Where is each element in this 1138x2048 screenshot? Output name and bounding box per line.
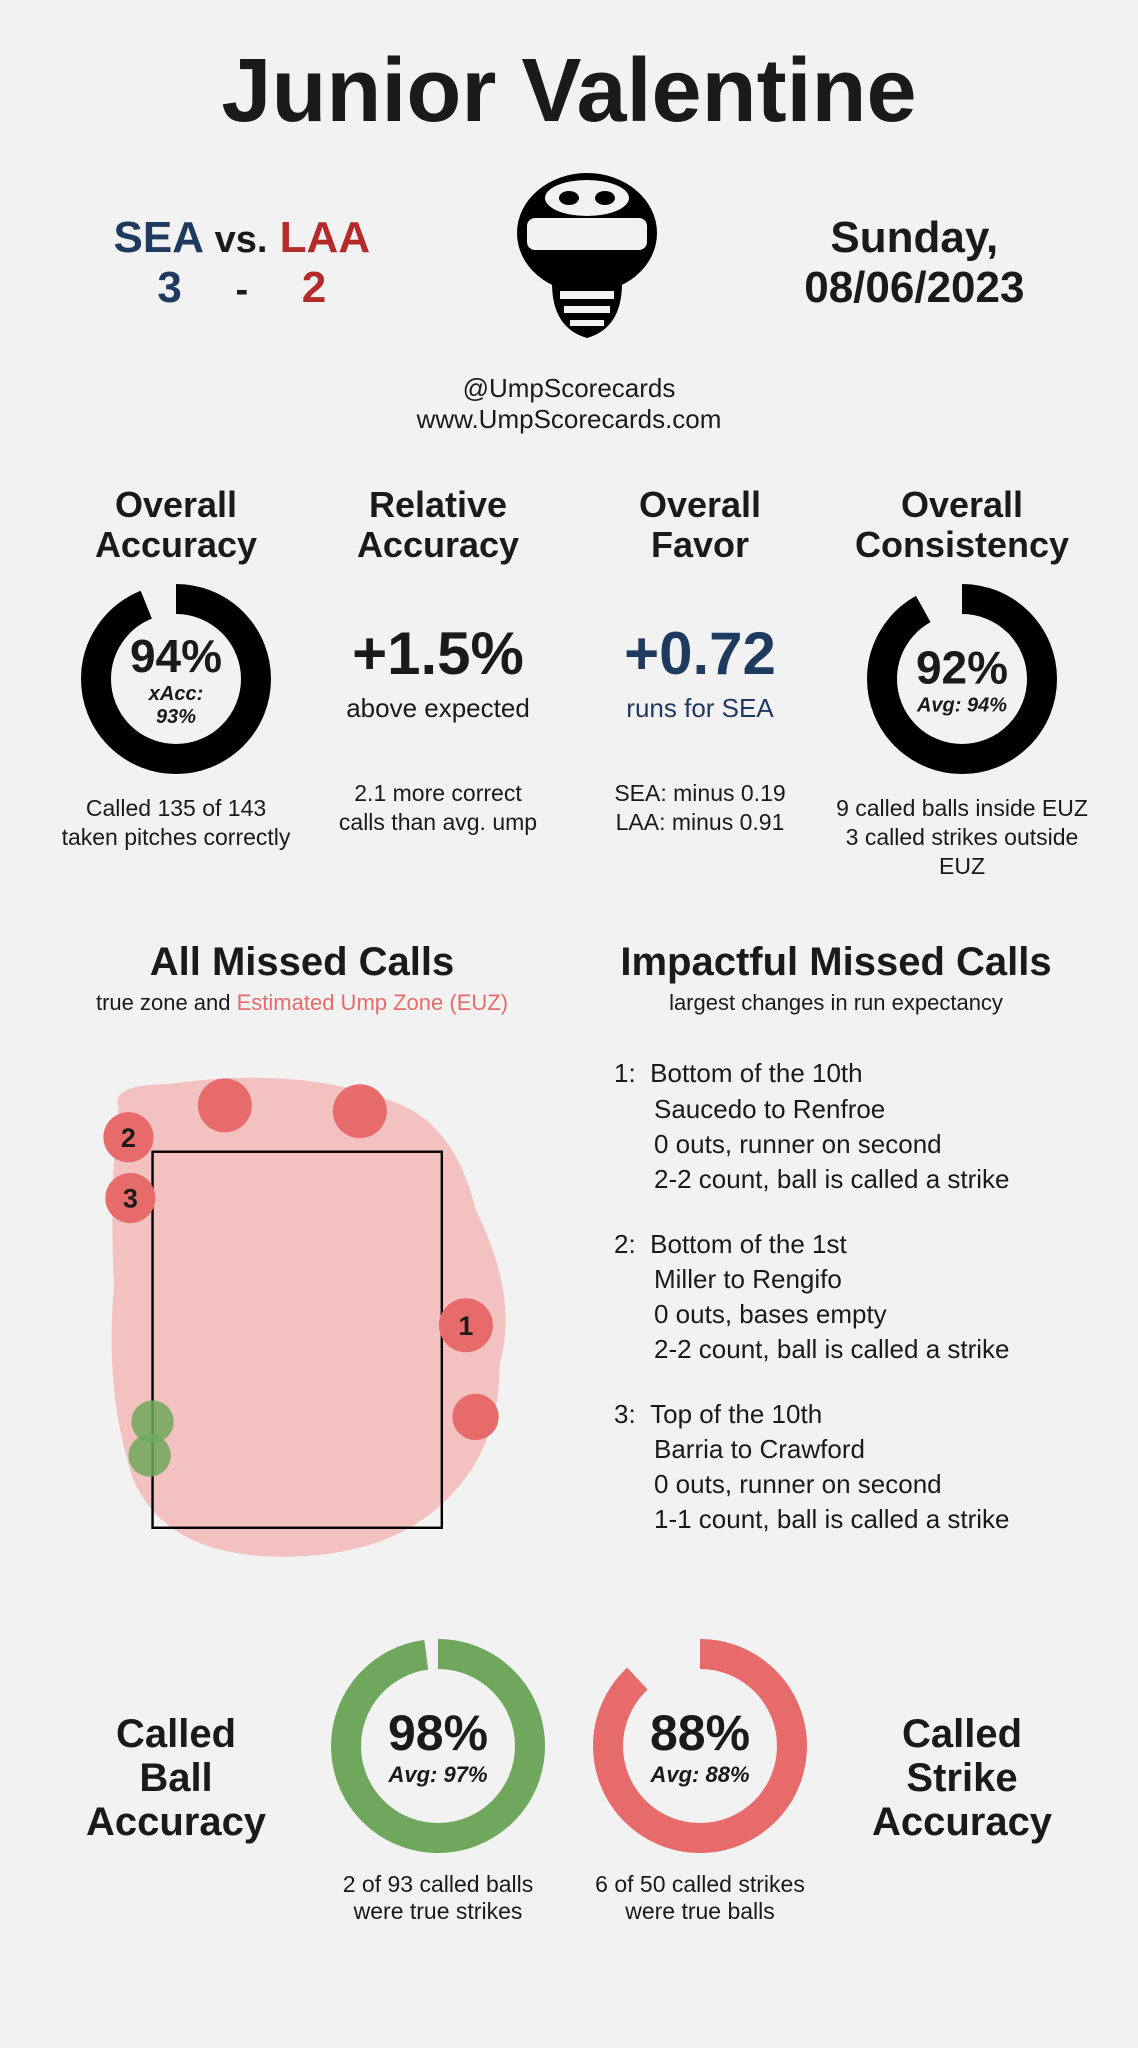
social-handle: @UmpScorecards <box>50 373 1088 404</box>
date-line2: 08/06/2023 <box>804 263 1024 313</box>
stats-grid: Overall Accuracy 94% xAcc: 93% Called 13… <box>50 485 1088 880</box>
impactful-list: 1: Bottom of the 10th Saucedo to Renfroe… <box>584 1036 1088 1537</box>
stat-overall-favor: Overall Favor +0.72 runs for SEA SEA: mi… <box>574 485 826 880</box>
stat-overall-accuracy: Overall Accuracy 94% xAcc: 93% Called 13… <box>50 485 302 880</box>
impactful-item: 3: Top of the 10th Barria to Crawford 0 … <box>614 1397 1088 1537</box>
bottom-row: Called Ball Accuracy 98% Avg: 97% 2 of 9… <box>50 1631 1088 1925</box>
date-line1: Sunday, <box>804 213 1024 263</box>
relative-value: +1.5% <box>312 619 564 688</box>
away-score: 3 <box>140 263 200 313</box>
strike-zone-chart: 1 2 3 <box>50 1036 554 1576</box>
favor-value: +0.72 <box>574 619 826 688</box>
header-row: SEA vs. LAA 3 - 2 Sunday, 08/06/2023 <box>50 163 1088 363</box>
vs-text: vs. <box>215 219 268 261</box>
score-dash: - <box>212 269 272 312</box>
consistency-donut: 92% Avg: 94% <box>862 579 1062 779</box>
impactful-item: 2: Bottom of the 1st Miller to Rengifo 0… <box>614 1227 1088 1367</box>
mid-row: All Missed Calls true zone and Estimated… <box>50 940 1088 1581</box>
missed-calls-panel: All Missed Calls true zone and Estimated… <box>50 940 554 1581</box>
impactful-panel: Impactful Missed Calls largest changes i… <box>584 940 1088 1581</box>
umpire-name: Junior Valentine <box>50 40 1088 143</box>
accuracy-donut: 94% xAcc: 93% <box>76 579 276 779</box>
stat-overall-consistency: Overall Consistency 92% Avg: 94% 9 calle… <box>836 485 1088 880</box>
ball-accuracy-block: 98% Avg: 97% 2 of 93 called balls were t… <box>312 1631 564 1925</box>
home-abbr: LAA <box>280 213 370 262</box>
strike-accuracy-label: Called Strike Accuracy <box>836 1712 1088 1844</box>
svg-text:2: 2 <box>121 1123 136 1153</box>
svg-text:3: 3 <box>123 1184 138 1214</box>
strike-accuracy-donut: 88% Avg: 88% <box>585 1631 815 1861</box>
website: www.UmpScorecards.com <box>50 404 1088 435</box>
ball-accuracy-donut: 98% Avg: 97% <box>323 1631 553 1861</box>
links: @UmpScorecards www.UmpScorecards.com <box>50 373 1088 435</box>
impactful-item: 1: Bottom of the 10th Saucedo to Renfroe… <box>614 1056 1088 1196</box>
away-abbr: SEA <box>114 213 203 262</box>
scorecard: Junior Valentine SEA vs. LAA 3 - 2 <box>0 0 1138 1965</box>
stat-relative-accuracy: Relative Accuracy +1.5% above expected 2… <box>312 485 564 880</box>
umpire-mask-icon <box>497 163 677 363</box>
ball-accuracy-label: Called Ball Accuracy <box>50 1712 302 1844</box>
svg-text:1: 1 <box>458 1311 473 1341</box>
strike-accuracy-block: 88% Avg: 88% 6 of 50 called strikes were… <box>574 1631 826 1925</box>
euz-label: Estimated Ump Zone (EUZ) <box>237 990 508 1015</box>
home-score: 2 <box>284 263 344 313</box>
matchup: SEA vs. LAA 3 - 2 <box>114 213 371 313</box>
game-date: Sunday, 08/06/2023 <box>804 213 1024 313</box>
